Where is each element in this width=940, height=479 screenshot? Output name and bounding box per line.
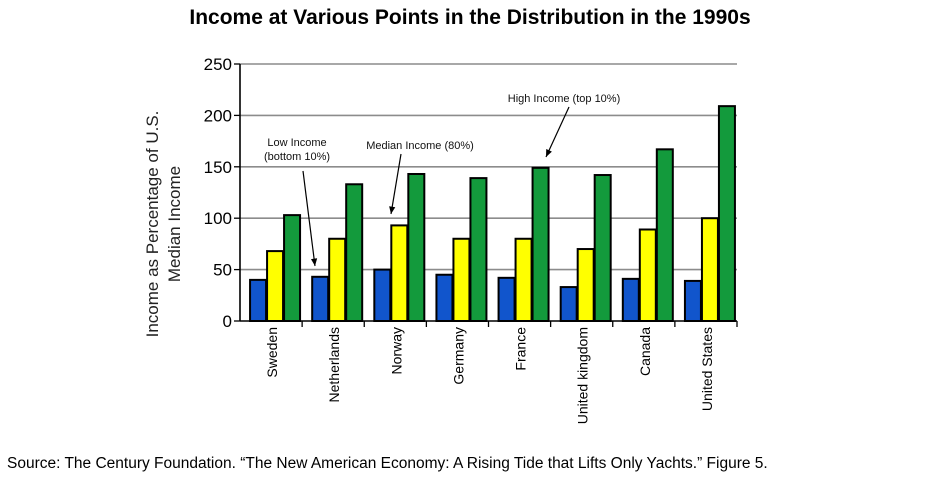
x-category-label: Sweden — [264, 327, 280, 378]
y-axis-title: Income as Percentage of U.S. Median Incom… — [143, 111, 184, 338]
annotation-arrowhead — [389, 206, 396, 214]
bar-high-norway — [407, 172, 426, 322]
bar-high-france — [531, 166, 550, 322]
bar-low-germany — [435, 273, 454, 322]
bar-median-germany — [452, 237, 471, 322]
annotations-layer: Low Income (bottom 10%) Median Income (80%… — [264, 93, 621, 267]
bar-median-sweden — [266, 250, 285, 322]
annotation-arrowhead — [546, 149, 552, 157]
source-note: Source: The Century Foundation. “The New… — [7, 455, 768, 472]
bar-median-norway — [390, 224, 409, 322]
x-category-label: Canada — [637, 327, 653, 376]
chart-title: Income at Various Points in the Distribu… — [189, 6, 751, 29]
bar-high-united-kingdom — [593, 174, 612, 322]
x-category-label: Norway — [388, 327, 404, 374]
y-tick-label: 250 — [204, 55, 232, 74]
annotation-label: Median Income (80%) — [366, 140, 474, 152]
bar-low-united-states — [683, 279, 702, 322]
y-tick-label: 0 — [223, 312, 232, 331]
bar-low-norway — [373, 268, 392, 323]
bar-low-sweden — [249, 278, 268, 323]
bar-low-netherlands — [311, 275, 330, 322]
bar-median-canada — [638, 228, 657, 322]
bar-high-netherlands — [345, 183, 364, 322]
y-axis-title-line: Median Income — [165, 166, 184, 282]
annotation-label: (bottom 10%) — [264, 151, 330, 163]
x-category-label: United kingdom — [575, 327, 591, 424]
y-tick-label: 50 — [213, 261, 232, 280]
bar-high-canada — [655, 148, 674, 322]
annotation-label: High Income (top 10%) — [508, 93, 621, 105]
x-category-label: Germany — [450, 327, 466, 385]
annotation-arrowhead — [310, 258, 318, 266]
bar-median-united-kingdom — [576, 248, 595, 322]
x-category-label: Netherlands — [326, 327, 342, 403]
bar-high-united-states — [717, 105, 736, 323]
axis-layer: 0 50 100 150 200 250 Sweden Netherlands Norway Ge… — [204, 55, 738, 424]
annotation-label: Low Income — [267, 137, 326, 149]
bar-low-france — [497, 276, 516, 323]
annotation-arrow — [545, 106, 570, 158]
x-category-label: United States — [699, 327, 715, 411]
bar-median-united-states — [700, 217, 719, 322]
y-tick-label: 200 — [204, 106, 232, 125]
y-axis-title-line: Income as Percentage of U.S. — [143, 111, 162, 338]
bar-median-france — [514, 237, 533, 322]
annotation-arrow — [390, 153, 402, 215]
annotation-arrow — [302, 170, 316, 267]
bar-low-canada — [621, 277, 640, 322]
y-tick-label: 150 — [204, 158, 232, 177]
x-category-label: France — [513, 327, 529, 371]
y-tick-label: 100 — [204, 209, 232, 228]
bar-low-united-kingdom — [559, 286, 578, 322]
bar-high-sweden — [283, 214, 302, 322]
bar-median-netherlands — [328, 237, 347, 322]
bar-high-germany — [469, 177, 488, 322]
